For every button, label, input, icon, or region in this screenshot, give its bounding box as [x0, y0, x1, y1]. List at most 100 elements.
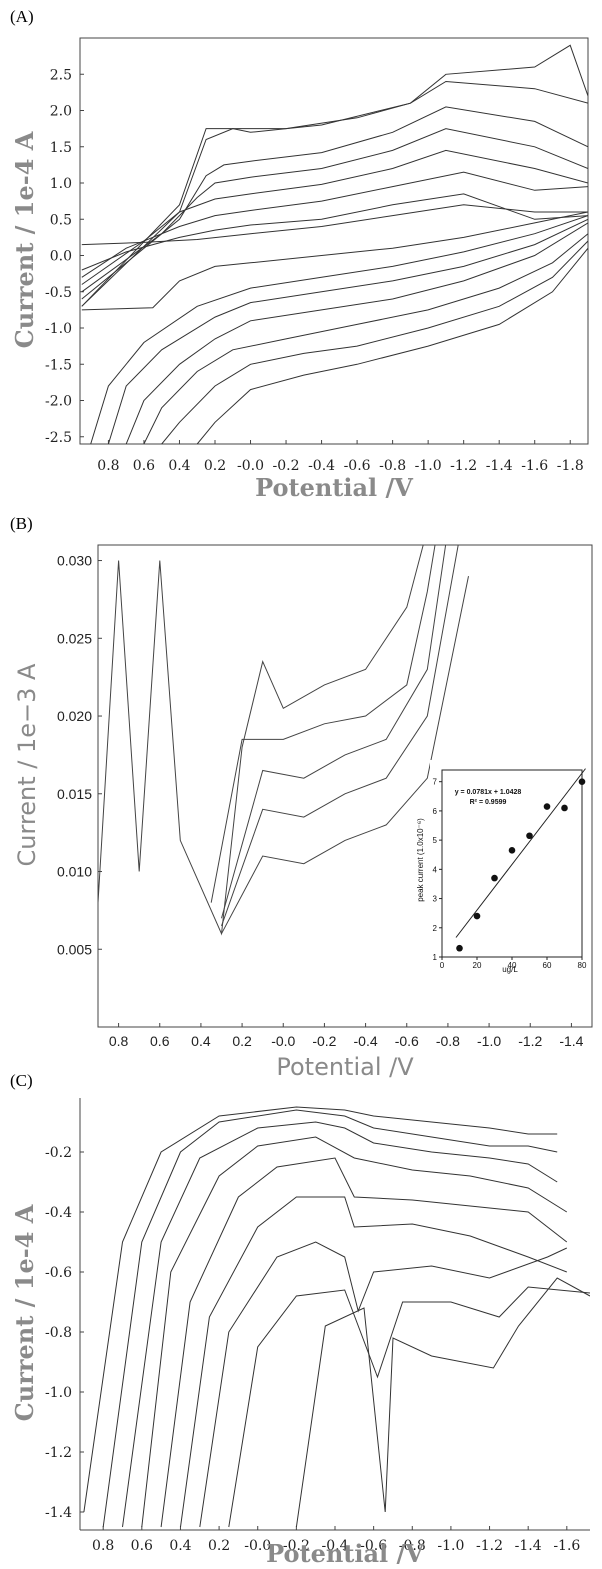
series-group	[98, 545, 469, 936]
inset-regression-line	[455, 768, 586, 938]
x-tick-label: 0.6	[133, 458, 155, 474]
panel-b-plot-frame	[97, 544, 593, 1028]
x-tick-label: 0.6	[150, 1033, 170, 1049]
series-line-4	[141, 1136, 568, 1528]
series-line-3	[122, 1121, 558, 1528]
y-tick-label: -0.6	[45, 1265, 72, 1281]
inset-regression-equation: y = 0.0781x + 1.0428	[455, 789, 522, 796]
series-line-7	[199, 1241, 568, 1528]
x-tick-label: -1.4	[559, 1033, 583, 1049]
series-line-6	[180, 1196, 567, 1528]
x-tick-label: -0.2	[283, 1538, 310, 1554]
series-line-5	[81, 149, 588, 285]
inset-data-point	[491, 874, 498, 882]
y-tick-label: 1.5	[50, 140, 72, 156]
inset-y-tick-label: 5	[433, 836, 438, 845]
x-tick-label: -1.2	[518, 1033, 542, 1049]
series-line-9	[81, 44, 588, 307]
panel-c-plot-area: -0.2 -0.4 -0.6 -0.8 -1.0 -1.2 -1.4 0.8 0.6 0.4 0.2…	[45, 1098, 590, 1554]
x-tick-label: -0.6	[360, 1538, 387, 1554]
inset-data-point	[526, 832, 533, 840]
inset-y-axis-title: peak current (1.0x10⁻⁶)	[416, 818, 425, 902]
series-line-2	[210, 545, 436, 903]
series-line-1	[98, 545, 424, 936]
series-line-14	[161, 240, 588, 444]
panel-b-x-axis-title: Potential /V	[276, 1053, 414, 1081]
series-group	[83, 1106, 590, 1528]
series-line-3	[81, 193, 588, 271]
x-tick-label: -1.8	[557, 458, 584, 474]
series-line-9	[295, 1277, 590, 1528]
series-line-13	[143, 233, 588, 444]
x-tick-label: -0.8	[436, 1033, 460, 1049]
series-line-12	[125, 222, 588, 444]
x-tick-label: 0.4	[191, 1033, 211, 1049]
panel-b-label: (B)	[10, 514, 33, 533]
series-line-10	[90, 215, 588, 444]
x-tick-label: 0.4	[169, 1538, 191, 1554]
inset-data-point	[561, 804, 568, 812]
inset-x-axis-title: ug/L	[502, 965, 518, 974]
y-tick-label: 0.005	[57, 941, 92, 957]
inset-x-tick-label: 20	[473, 961, 482, 970]
panel-a-plot-frame	[79, 37, 589, 445]
y-tick-label: -0.2	[45, 1145, 72, 1161]
y-tick-label: 0.030	[57, 553, 92, 569]
inset-y-tick-label: 2	[433, 924, 438, 933]
panel-a: (A) 2.5 2.0 1.5 1.0 0.5 0.0 -0.5 -1.0 -1.5 -2.0 -2…	[10, 7, 589, 502]
x-tick-label: -1.0	[415, 458, 442, 474]
x-tick-label: -1.6	[521, 458, 548, 474]
x-tick-label: 0.2	[204, 458, 226, 474]
x-tick-label: -0.4	[308, 458, 335, 474]
x-tick-label: -0.2	[312, 1033, 336, 1049]
inset-background	[430, 760, 585, 978]
y-tick-label: -0.8	[45, 1325, 72, 1341]
series-line-5	[221, 576, 469, 934]
inset-x-tick-label: 60	[543, 961, 552, 970]
x-tick-label: 0.8	[92, 1538, 114, 1554]
y-tick-label: 1.0	[50, 176, 72, 192]
inset-x-tick-label: 0	[440, 961, 445, 970]
inset-y-tick-label: 6	[433, 807, 438, 816]
panel-b-plot-area: 0.030 0.025 0.020 0.015 0.010 0.005 0.8 0.6 0.4 0…	[57, 545, 584, 1049]
panel-c-label: (C)	[10, 1071, 33, 1090]
x-tick-label: -1.2	[450, 458, 477, 474]
y-tick-label: -2.0	[45, 394, 72, 410]
series-line-11	[107, 218, 588, 444]
x-tick-label: -1.2	[476, 1538, 503, 1554]
x-tick-label: -0.8	[399, 1538, 426, 1554]
inset-y-tick-label: 3	[433, 895, 438, 904]
x-tick-label: -0.4	[354, 1033, 378, 1049]
x-tick-label: -0.6	[344, 458, 371, 474]
series-line-4	[221, 545, 459, 927]
panel-c: (C) -0.2 -0.4 -0.6 -0.8 -1.0 -1.2 -1.4 0.8 0.6 0.…	[10, 1071, 590, 1568]
panel-a-y-axis-title: Current / 1e-4 A	[10, 131, 39, 348]
inset-data-point	[456, 944, 463, 952]
series-line-5	[160, 1157, 568, 1528]
x-tick-label: -0.6	[395, 1033, 419, 1049]
panel-b: (B) 0.030 0.025 0.020 0.015 0.010 0.005 0.8 0.6…	[10, 514, 593, 1081]
inset-r-squared: R² = 0.9599	[470, 799, 507, 806]
x-tick-label: -0.4	[322, 1538, 349, 1554]
series-line-15	[196, 247, 588, 444]
y-tick-label: 0.025	[57, 630, 92, 646]
y-tick-label: 0.010	[57, 864, 92, 880]
y-tick-label: -1.4	[45, 1505, 72, 1521]
series-line-3	[221, 545, 447, 919]
series-line-2	[102, 1109, 558, 1528]
y-tick-label: 2.5	[50, 67, 72, 83]
inset-y-tick-label: 4	[433, 865, 438, 874]
series-line-8	[228, 1286, 590, 1528]
inset-x-tick-label: 40	[508, 961, 517, 970]
series-line-6	[81, 128, 588, 293]
inset-data-point	[473, 912, 481, 920]
series-line-1	[83, 1106, 558, 1513]
y-tick-label: -1.0	[45, 1385, 72, 1401]
y-tick-label: -1.2	[45, 1445, 72, 1461]
y-tick-label: -2.5	[45, 430, 72, 446]
series-line-1	[81, 211, 588, 311]
x-tick-label: 0.6	[131, 1538, 153, 1554]
y-tick-label: 0.015	[57, 786, 92, 802]
series-line-8	[81, 80, 588, 307]
